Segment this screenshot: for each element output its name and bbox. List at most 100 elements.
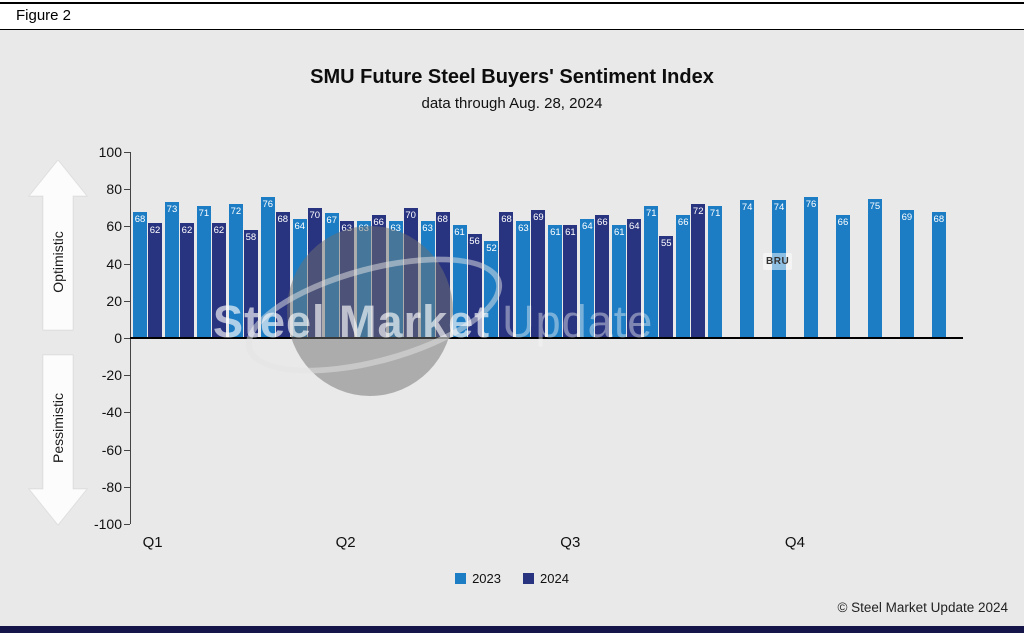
figure-label: Figure 2 bbox=[16, 7, 72, 24]
bar-2023: 76 bbox=[260, 196, 275, 338]
x-axis-label-q3: Q3 bbox=[560, 534, 581, 551]
bar-2023: 61 bbox=[548, 224, 563, 338]
y-tick-mark bbox=[124, 412, 130, 414]
y-tick-mark bbox=[124, 300, 130, 302]
y-tick-mark bbox=[124, 226, 130, 228]
legend: 2023 2024 bbox=[0, 571, 1024, 586]
bar-value-label: 64 bbox=[582, 220, 593, 232]
y-tick-label: 20 bbox=[106, 292, 122, 309]
bar-2023: 66 bbox=[835, 215, 850, 338]
y-tick-label: 80 bbox=[106, 181, 122, 198]
watermark-badge: BRU bbox=[763, 253, 793, 270]
bar-2023: 61 bbox=[452, 224, 467, 338]
legend-item-2023: 2023 bbox=[455, 571, 501, 586]
y-tick-label: -60 bbox=[101, 441, 122, 458]
bar-2023: 52 bbox=[484, 241, 499, 338]
y-tick-label: 60 bbox=[106, 218, 122, 235]
bar-value-label: 71 bbox=[709, 207, 721, 219]
bar-2023: 71 bbox=[196, 205, 211, 338]
bar-2023: 71 bbox=[644, 205, 659, 338]
bar-2023: 73 bbox=[164, 202, 179, 338]
y-tick-mark bbox=[124, 189, 130, 191]
bar-group: 64 66 bbox=[580, 215, 610, 338]
bar-value-label: 66 bbox=[837, 217, 849, 229]
y-tick-mark bbox=[124, 263, 130, 265]
y-tick-mark bbox=[124, 449, 130, 451]
bar-2023: 74 bbox=[740, 200, 755, 338]
bottom-bar bbox=[0, 626, 1024, 633]
bar-2024: 68 bbox=[499, 211, 514, 338]
bar-2023: 63 bbox=[516, 220, 531, 338]
bar-value-label: 66 bbox=[677, 217, 689, 229]
y-tick-mark bbox=[124, 152, 130, 153]
bar-2024: 66 bbox=[595, 215, 610, 338]
x-axis-label-q1: Q1 bbox=[142, 534, 163, 551]
bar-2024: 61 bbox=[563, 224, 578, 338]
bar-value-label: 64 bbox=[294, 220, 306, 232]
bar-group: 61 56 bbox=[452, 224, 482, 338]
chart-title: SMU Future Steel Buyers' Sentiment Index bbox=[310, 66, 714, 88]
y-tick-label: 100 bbox=[98, 144, 122, 160]
bar-group: 74 bbox=[740, 200, 769, 338]
watermark-globe-icon bbox=[287, 226, 453, 396]
x-axis-zero-line bbox=[130, 337, 963, 339]
bar-2023: 76 bbox=[804, 196, 819, 338]
x-axis-labels: Q1 Q2 Q3 Q4 bbox=[131, 534, 963, 554]
bar-value-label: 62 bbox=[213, 224, 225, 236]
axis-direction-arrows bbox=[28, 160, 88, 526]
watermark-text-light: Update bbox=[502, 296, 654, 347]
bar-value-label: 68 bbox=[933, 213, 945, 225]
bar-2024: 68 bbox=[275, 211, 290, 338]
bar-value-label: 63 bbox=[518, 222, 529, 234]
top-rule bbox=[0, 2, 1024, 4]
bar-2023: 75 bbox=[867, 198, 882, 338]
optimistic-label: Optimistic bbox=[50, 231, 66, 293]
bar-value-label: 61 bbox=[565, 226, 576, 238]
bar-value-label: 72 bbox=[692, 206, 704, 218]
bar-value-label: 63 bbox=[390, 222, 401, 234]
bar-value-label: 70 bbox=[309, 209, 321, 221]
bar-group: 76 68 bbox=[260, 196, 290, 338]
bar-group: 61 61 bbox=[548, 224, 578, 338]
bar-2023: 64 bbox=[580, 218, 595, 338]
legend-item-2024: 2024 bbox=[523, 571, 569, 586]
optimistic-arrow-icon bbox=[28, 160, 88, 331]
legend-swatch-2023 bbox=[455, 573, 467, 584]
bar-value-label: 68 bbox=[277, 213, 289, 225]
y-tick-label: -80 bbox=[101, 478, 122, 495]
bar-value-label: 68 bbox=[501, 213, 512, 225]
bar-2024: 62 bbox=[211, 222, 226, 338]
bar-2023: 68 bbox=[931, 211, 946, 338]
bar-value-label: 67 bbox=[326, 215, 337, 227]
bar-group: 63 69 bbox=[516, 209, 546, 338]
y-tick-label: 0 bbox=[114, 330, 122, 346]
bar-value-label: 76 bbox=[262, 198, 274, 210]
x-axis-label-q4: Q4 bbox=[784, 534, 805, 551]
bar-2024: 69 bbox=[531, 209, 546, 338]
bar-2024: 55 bbox=[659, 235, 674, 338]
y-tick-mark bbox=[124, 375, 130, 377]
bar-2024: 64 bbox=[627, 218, 642, 338]
bar-value-label: 72 bbox=[230, 206, 242, 218]
copyright-text: © Steel Market Update 2024 bbox=[837, 600, 1008, 615]
bar-value-label: 71 bbox=[198, 207, 210, 219]
bar-2024: 56 bbox=[467, 233, 482, 338]
bar-value-label: 75 bbox=[869, 200, 881, 212]
bar-value-label: 74 bbox=[741, 202, 753, 214]
y-tick-label: 40 bbox=[106, 255, 122, 272]
bar-value-label: 62 bbox=[181, 224, 193, 236]
bar-value-label: 58 bbox=[245, 232, 257, 244]
bar-value-label: 52 bbox=[486, 243, 497, 255]
y-tick-label: -20 bbox=[101, 367, 122, 384]
bar-2023: 71 bbox=[708, 205, 723, 338]
bar-value-label: 70 bbox=[405, 209, 416, 221]
bar-group: 75 bbox=[867, 198, 897, 338]
bar-group: 73 62 bbox=[164, 202, 194, 338]
pessimistic-arrow-icon bbox=[28, 354, 88, 526]
y-tick-mark bbox=[124, 486, 130, 488]
bar-2023: 61 bbox=[612, 224, 627, 338]
chart-subtitle: data through Aug. 28, 2024 bbox=[421, 95, 603, 112]
bar-2024: 58 bbox=[243, 230, 258, 338]
bar-value-label: 56 bbox=[469, 235, 480, 247]
y-tick-label: -40 bbox=[101, 404, 122, 421]
